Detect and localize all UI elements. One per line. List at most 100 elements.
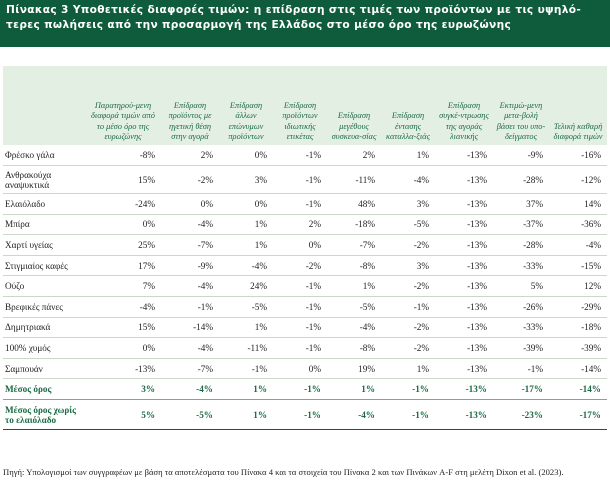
table-cell: -2% xyxy=(381,337,435,359)
table-row: Ελαιόλαδο -24% 0% 0% -1% 48% 3% -13% 37% 14% xyxy=(3,193,607,215)
table-cell: -13% xyxy=(435,358,493,380)
table-cell: -4% xyxy=(161,337,219,359)
table-cell: -37% xyxy=(493,214,549,236)
table-cell: -13% xyxy=(435,378,493,401)
table-cell: -33% xyxy=(493,255,549,277)
column-header-private-label: Επίδραση προϊόντων ιδιωτικής ετικέτας xyxy=(282,101,318,141)
table-cell: -1% xyxy=(273,193,327,215)
table-cell: 1% xyxy=(219,317,273,339)
table-cell: -1% xyxy=(161,296,219,318)
table-row: Σαμπουάν -13% -7% -1% 0% 19% 1% -13% -1% -14% xyxy=(3,358,607,380)
table-cell: 2% xyxy=(161,145,219,167)
table-cell: -29% xyxy=(549,296,607,318)
table-cell: 37% xyxy=(493,193,549,215)
table-cell: -4% xyxy=(161,214,219,236)
table-cell: -33% xyxy=(493,317,549,339)
table-cell: -2% xyxy=(381,275,435,298)
table-cell: -39% xyxy=(549,337,607,359)
table-cell: 19% xyxy=(327,358,381,380)
table-cell: -13% xyxy=(435,399,493,431)
table-cell: -1% xyxy=(493,358,549,380)
table-row: Βρεφικές πάνες -4% -1% -5% -1% -5% -1% -13% -26%… xyxy=(3,296,607,318)
table-cell: 2% xyxy=(273,214,327,236)
table-cell: 25% xyxy=(85,234,161,256)
table-cell: -8% xyxy=(85,145,161,167)
table-cell: 0% xyxy=(219,193,273,215)
table-title-line-2: τερες πωλήσεις από την προσαρμογή της Ελ… xyxy=(6,19,512,31)
table-cell: -13% xyxy=(435,193,493,215)
table-cell: -13% xyxy=(85,358,161,380)
row-label: Μπίρα xyxy=(3,214,85,236)
table-cell: -4% xyxy=(85,296,161,318)
table-cell: -1% xyxy=(273,296,327,318)
table-cell: -16% xyxy=(549,145,607,167)
table-cell: -13% xyxy=(435,234,493,256)
table-cell: -24% xyxy=(85,193,161,215)
row-label: Φρέσκο γάλα xyxy=(3,145,85,167)
table-row: 100% χυμός 0% -4% -11% -1% -8% -2% -13% -39% -39% xyxy=(3,337,607,359)
table-cell: -18% xyxy=(327,214,381,236)
table-cell: 0% xyxy=(219,145,273,167)
table-cell: 12% xyxy=(549,275,607,298)
table-cell: -7% xyxy=(161,234,219,256)
table-header-row: Παρατηρού-μενη διαφορά τιμών από το μέσο… xyxy=(3,66,607,145)
column-header-package-size: Επίδραση μεγέθους συσκευα-σίας xyxy=(331,111,377,141)
table-row: Φρέσκο γάλα -8% 2% 0% -1% 2% 1% -13% -9% -16% xyxy=(3,145,607,167)
source-note: Πηγή: Υπολογισμοί των συγγραφέων με βάση… xyxy=(3,467,564,477)
table-cell: -2% xyxy=(161,165,219,195)
table-cell: -9% xyxy=(161,255,219,277)
row-label: Χαρτί υγείας xyxy=(3,234,85,256)
table-cell: 48% xyxy=(327,193,381,215)
table-cell: 14% xyxy=(549,193,607,215)
column-header-product xyxy=(3,66,85,145)
table-cell: -36% xyxy=(549,214,607,236)
column-header-exchange-intensity: Επίδραση έντασης καταλλα-ξιάς xyxy=(386,111,430,141)
table-cell: -1% xyxy=(219,358,273,380)
table-cell: -11% xyxy=(327,165,381,195)
table-row: Μπίρα 0% -4% 1% 2% -18% -5% -13% -37% -36% xyxy=(3,214,607,236)
table-cell: -5% xyxy=(219,296,273,318)
row-label: Μέσος όρος xyxy=(3,378,85,401)
table-cell: -2% xyxy=(381,234,435,256)
table-cell: -13% xyxy=(435,296,493,318)
table-cell: 0% xyxy=(273,358,327,380)
table-cell: -11% xyxy=(219,337,273,359)
table-cell: 1% xyxy=(327,275,381,298)
table-cell: -13% xyxy=(435,317,493,339)
price-difference-table: Παρατηρού-μενη διαφορά τιμών από το μέσο… xyxy=(3,66,607,431)
table-body: Φρέσκο γάλα -8% 2% 0% -1% 2% 1% -13% -9% -16% Ανθρ… xyxy=(3,145,607,431)
table-cell: 5% xyxy=(85,399,161,431)
table-cell: -7% xyxy=(161,358,219,380)
table-row: Στιγμιαίος καφές 17% -9% -4% -2% -8% 3% -13% -33… xyxy=(3,255,607,277)
table-cell: 1% xyxy=(381,358,435,380)
table-cell: -13% xyxy=(435,214,493,236)
table-cell: -13% xyxy=(435,165,493,195)
table-row: Χαρτί υγείας 25% -7% 1% 0% -7% -2% -13% -28% -4% xyxy=(3,234,607,256)
table-cell: -8% xyxy=(327,255,381,277)
table-cell: -4% xyxy=(327,399,381,431)
table-cell: -4% xyxy=(327,317,381,339)
table-cell: 3% xyxy=(85,378,161,401)
table-cell: -4% xyxy=(219,255,273,277)
table-cell: 7% xyxy=(85,275,161,298)
table-cell: -4% xyxy=(549,234,607,256)
table-cell: -1% xyxy=(273,378,327,401)
column-header-other-brands: Επίδραση άλλων επώνυμων προϊόντων xyxy=(228,101,264,141)
table-cell: -4% xyxy=(161,275,219,298)
table-cell: 3% xyxy=(219,165,273,195)
table-row: Δημητριακά 15% -14% 1% -1% -4% -2% -13% -33% -18% xyxy=(3,317,607,339)
table-cell: -17% xyxy=(493,378,549,401)
table-cell: 24% xyxy=(219,275,273,298)
table-cell: -28% xyxy=(493,165,549,195)
table-cell: 1% xyxy=(219,399,273,431)
table-cell: -1% xyxy=(273,337,327,359)
table-cell: 2% xyxy=(327,145,381,167)
table-cell: 3% xyxy=(381,193,435,215)
column-header-observed-difference: Παρατηρού-μενη διαφορά τιμών από το μέσο… xyxy=(91,101,155,141)
column-header-leading-product: Επίδραση προϊόντος με ηγετική θέση στην … xyxy=(168,101,212,141)
table-cell: -5% xyxy=(161,399,219,431)
table-cell: -18% xyxy=(549,317,607,339)
table-cell: -14% xyxy=(161,317,219,339)
table-cell: 5% xyxy=(493,275,549,298)
table-title-line-1: Πίνακας 3 Υποθετικές διαφορές τιμών: η ε… xyxy=(6,4,582,16)
